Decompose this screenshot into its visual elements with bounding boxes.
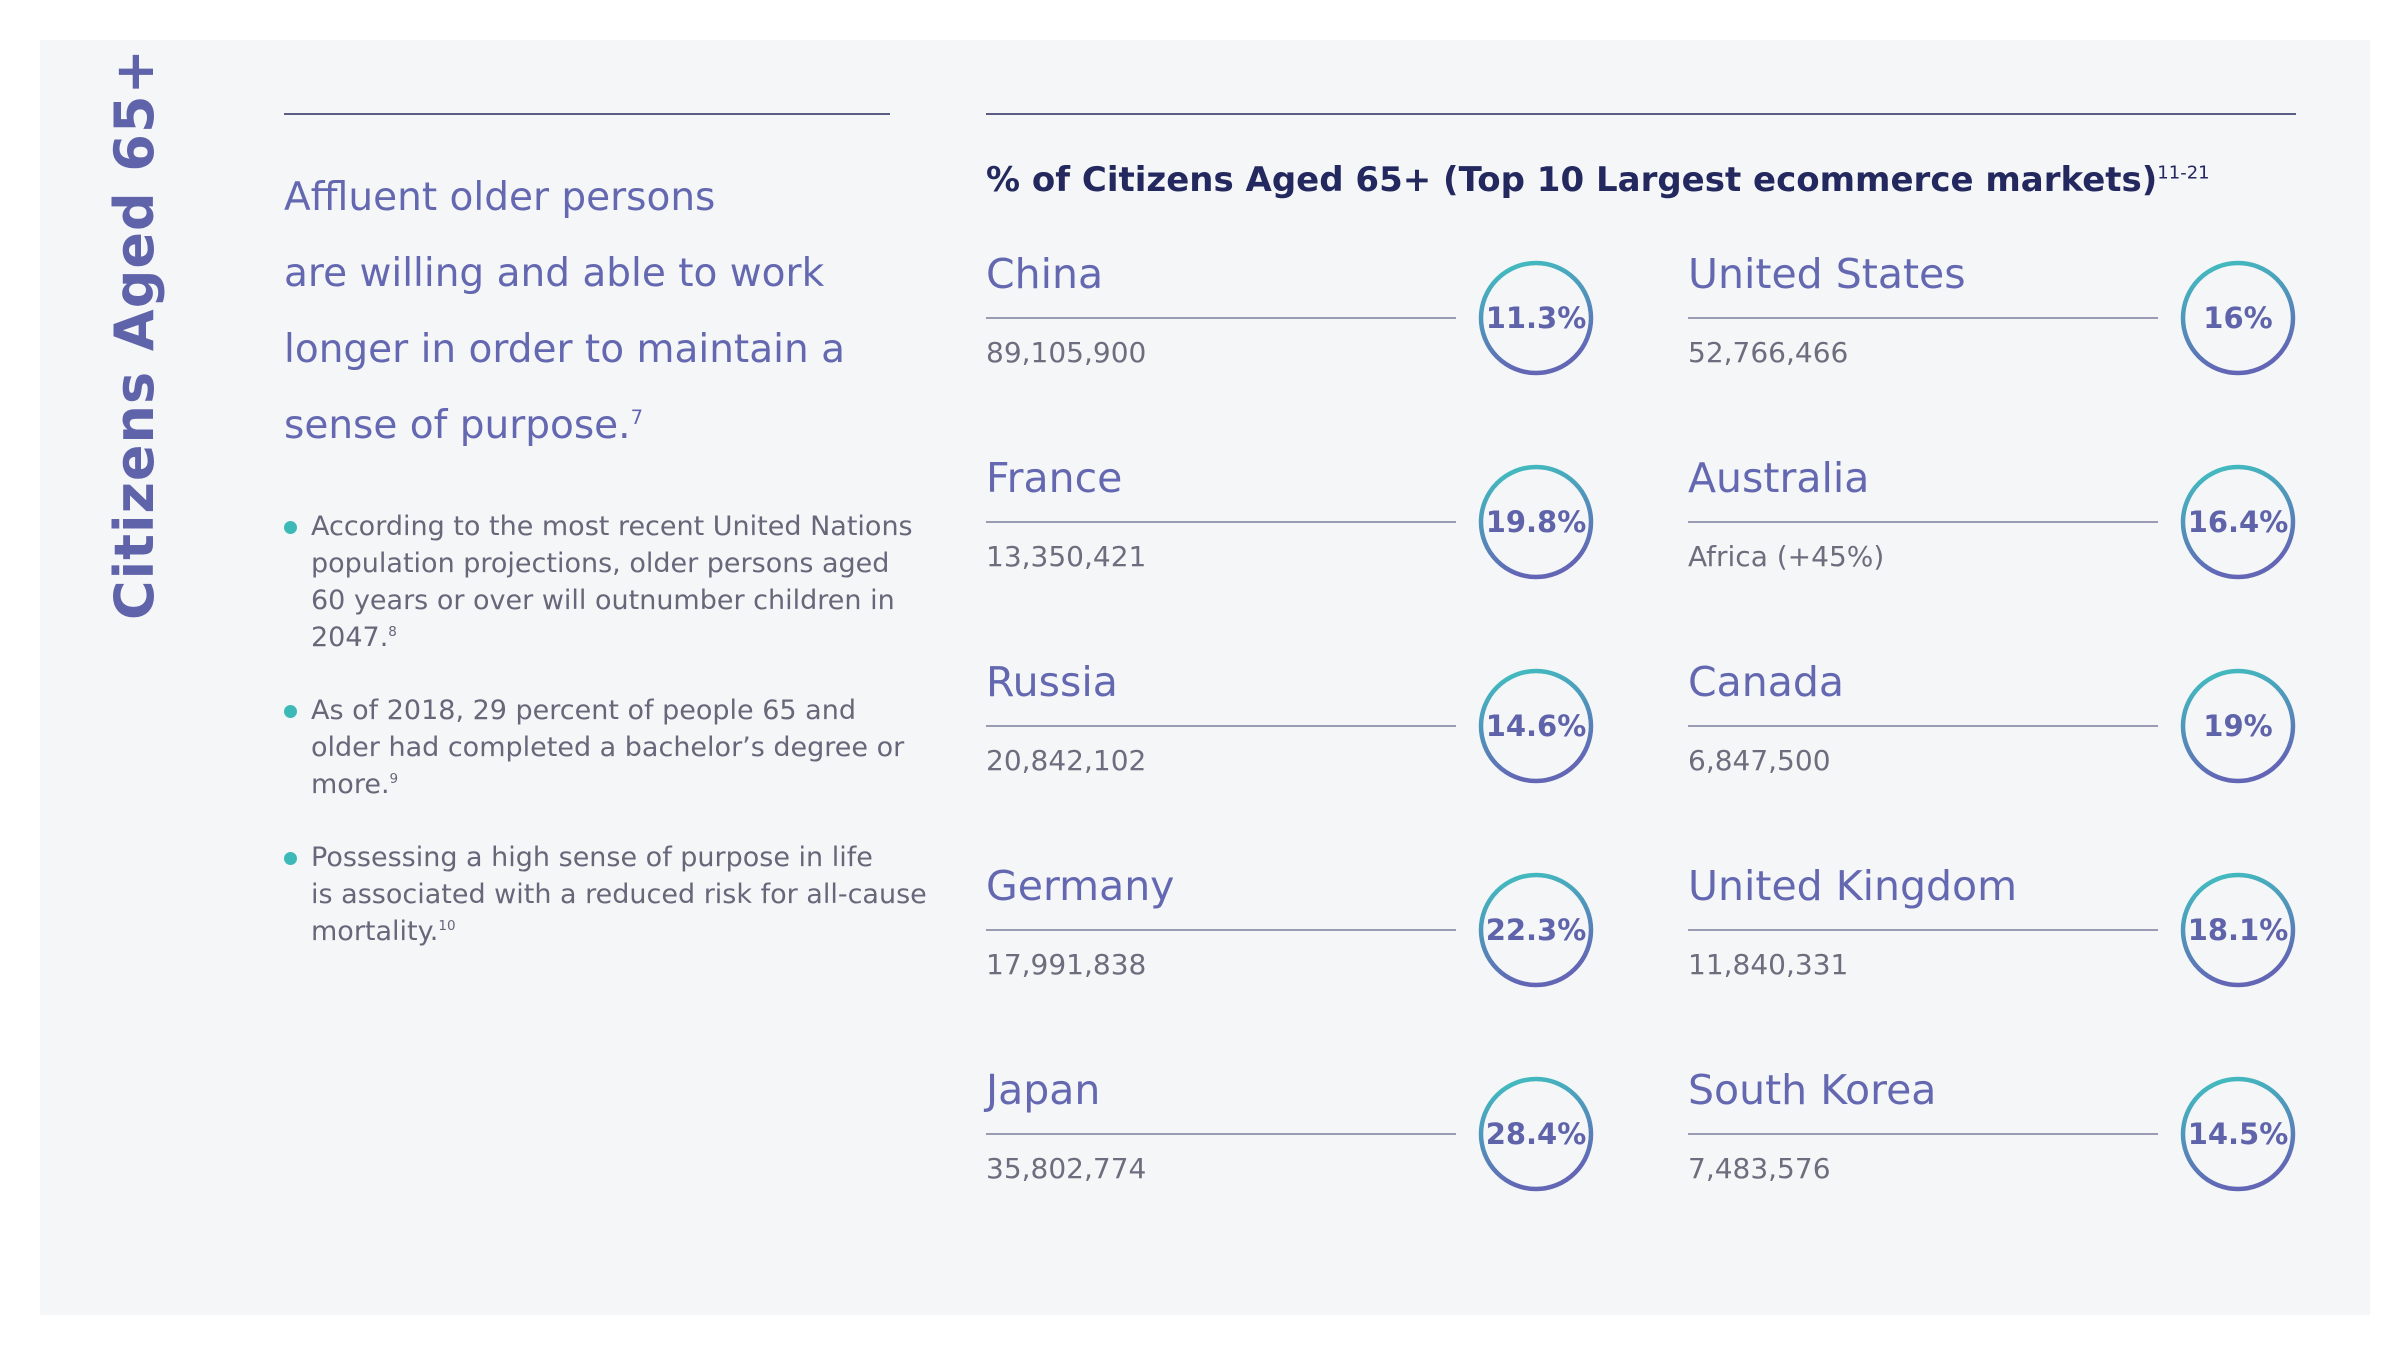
bullet-line: Possessing a high sense of purpose in li…	[311, 842, 873, 873]
bullet-list: According to the most recent United Nati…	[284, 508, 927, 986]
bullet-item: According to the most recent United Nati…	[284, 508, 924, 656]
stat-card-united-states: United States 52,766,466 16%	[1688, 250, 2400, 376]
percent-value: 19%	[2203, 709, 2273, 743]
percent-ring-icon	[2180, 668, 2296, 784]
population-value: 11,840,331	[1688, 948, 1849, 981]
percent-value: 28.4%	[1485, 1117, 1587, 1151]
percent-ring-icon	[1478, 260, 1594, 376]
stat-card-japan: Japan 35,802,774 28.4%	[986, 1066, 1766, 1192]
content-panel	[40, 40, 2370, 1315]
bullet-dot-icon	[284, 705, 297, 718]
bullet-item: Possessing a high sense of purpose in li…	[284, 839, 927, 950]
intro-statement: Affluent older persons are willing and a…	[284, 160, 904, 464]
intro-footnote-ref: 7	[630, 406, 643, 429]
stat-card-south-korea: South Korea 7,483,576 14.5%	[1688, 1066, 2400, 1192]
left-divider	[284, 113, 890, 115]
percent-ring-icon	[1478, 872, 1594, 988]
stat-card-france: France 13,350,421 19.8%	[986, 454, 1766, 580]
population-value: 17,991,838	[986, 948, 1147, 981]
bullet-dot-icon	[284, 521, 297, 534]
bullet-line: 60 years or over will outnumber children…	[311, 585, 895, 616]
intro-line: longer in order to maintain a	[284, 327, 845, 372]
percent-value: 16%	[2203, 301, 2273, 335]
bullet-line: As of 2018, 29 percent of people 65 and	[311, 695, 856, 726]
population-value: 52,766,466	[1688, 336, 1849, 369]
country-name: China	[986, 250, 1104, 298]
stat-card-united-kingdom: United Kingdom 11,840,331 18.1%	[1688, 862, 2400, 988]
bullet-line: more.9	[311, 766, 924, 803]
intro-line: sense of purpose.7	[284, 388, 904, 464]
population-value: 6,847,500	[1688, 744, 1831, 777]
population-value: 35,802,774	[986, 1152, 1147, 1185]
side-title: Citizens Aged 65+	[103, 48, 166, 620]
bullet-footnote-ref: 9	[389, 771, 399, 787]
country-underline	[986, 1133, 1456, 1135]
chart-footnote-ref: 11-21	[2157, 162, 2210, 184]
stat-card-canada: Canada 6,847,500 19%	[1688, 658, 2400, 784]
chart-title: % of Citizens Aged 65+ (Top 10 Largest e…	[986, 160, 2210, 200]
population-value: 89,105,900	[986, 336, 1147, 369]
stat-card-china: China 89,105,900 11.3%	[986, 250, 1766, 376]
intro-line-text: sense of purpose.	[284, 403, 631, 448]
percent-value: 18.1%	[2187, 913, 2289, 947]
bullet-line: According to the most recent United Nati…	[311, 511, 913, 542]
bullet-line: population projections, older persons ag…	[311, 548, 890, 579]
bullet-footnote-ref: 10	[438, 918, 456, 934]
country-underline	[986, 725, 1456, 727]
percent-ring-icon	[2180, 260, 2296, 376]
country-name: United States	[1688, 250, 1966, 298]
percent-ring-icon	[2180, 464, 2296, 580]
bullet-dot-icon	[284, 852, 297, 865]
right-divider	[986, 113, 2296, 115]
percent-ring-icon	[1478, 668, 1594, 784]
bullet-line-text: mortality.	[311, 916, 439, 947]
percent-ring-icon	[2180, 1076, 2296, 1192]
population-value: 20,842,102	[986, 744, 1147, 777]
country-underline	[1688, 317, 2158, 319]
bullet-line: older had completed a bachelor’s degree …	[311, 732, 905, 763]
population-value: 7,483,576	[1688, 1152, 1831, 1185]
country-underline	[1688, 521, 2158, 523]
country-name: Australia	[1688, 454, 1870, 502]
bullet-footnote-ref: 8	[388, 624, 397, 640]
bullet-line-text: more.	[311, 769, 390, 800]
percent-value: 14.6%	[1485, 709, 1587, 743]
country-underline	[1688, 929, 2158, 931]
percent-value: 11.3%	[1485, 301, 1587, 335]
chart-title-text: % of Citizens Aged 65+ (Top 10 Largest e…	[986, 160, 2158, 200]
bullet-line: 2047.8	[311, 619, 924, 656]
stat-card-germany: Germany 17,991,838 22.3%	[986, 862, 1766, 988]
country-underline	[1688, 1133, 2158, 1135]
bullet-line: mortality.10	[311, 913, 924, 950]
percent-value: 14.5%	[2187, 1117, 2289, 1151]
country-underline	[986, 929, 1456, 931]
percent-value: 16.4%	[2187, 505, 2289, 539]
stat-card-russia: Russia 20,842,102 14.6%	[986, 658, 1766, 784]
country-name: Russia	[986, 658, 1118, 706]
country-underline	[986, 317, 1456, 319]
country-name: South Korea	[1688, 1066, 1937, 1114]
bullet-item: As of 2018, 29 percent of people 65 and …	[284, 692, 924, 803]
population-value: 13,350,421	[986, 540, 1147, 573]
percent-value: 22.3%	[1485, 913, 1587, 947]
country-name: France	[986, 454, 1123, 502]
bullet-line-text: 2047.	[311, 622, 389, 653]
country-name: Japan	[986, 1066, 1101, 1114]
percent-ring-icon	[1478, 464, 1594, 580]
population-value: Africa (+45%)	[1688, 540, 1885, 573]
bullet-line: is associated with a reduced risk for al…	[311, 879, 927, 910]
country-underline	[1688, 725, 2158, 727]
country-name: Germany	[986, 862, 1175, 910]
country-underline	[986, 521, 1456, 523]
country-name: United Kingdom	[1688, 862, 2018, 910]
percent-ring-icon	[2180, 872, 2296, 988]
country-name: Canada	[1688, 658, 1845, 706]
stat-card-australia: Australia Africa (+45%) 16.4%	[1688, 454, 2400, 580]
percent-ring-icon	[1478, 1076, 1594, 1192]
percent-value: 19.8%	[1485, 505, 1587, 539]
intro-line: Affluent older persons	[284, 175, 716, 220]
intro-line: are willing and able to work	[284, 251, 825, 296]
